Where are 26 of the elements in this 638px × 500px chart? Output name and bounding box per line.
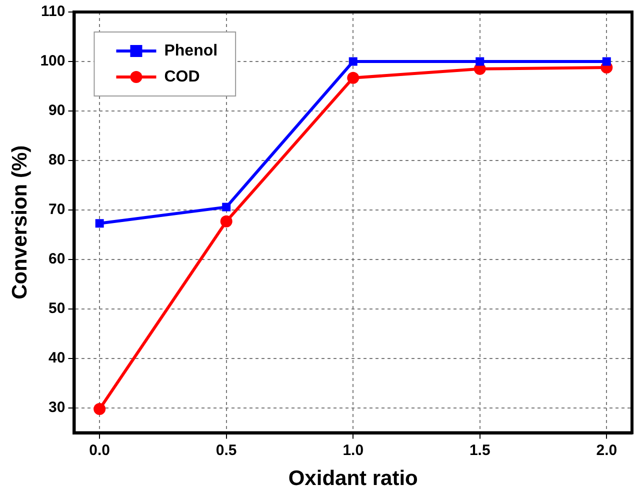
point — [95, 219, 104, 228]
y-tick-label: 60 — [48, 250, 66, 268]
point — [602, 57, 611, 66]
x-tick-label: 1.5 — [469, 442, 490, 459]
y-tick-label: 90 — [48, 102, 66, 120]
point — [476, 57, 484, 66]
y-tick-label: 110 — [41, 3, 66, 20]
point — [94, 403, 106, 416]
x-tick-label: 1.0 — [342, 442, 364, 459]
y-axis-title: Conversion (%) — [8, 145, 32, 300]
y-tick-label: 50 — [48, 300, 66, 318]
y-tick-label: 40 — [48, 350, 66, 367]
y-tick-label: 100 — [40, 52, 66, 70]
y-tick-label: 70 — [48, 201, 66, 218]
x-tick-label: 0.0 — [89, 442, 110, 459]
point — [348, 57, 358, 66]
x-tick-label: 0.5 — [216, 442, 237, 459]
point — [220, 215, 232, 228]
legend-label: Phenol — [164, 42, 218, 60]
x-axis-title: Oxidant ratio — [288, 467, 418, 490]
point — [347, 72, 360, 84]
y-tick-label: 80 — [48, 152, 66, 169]
point — [222, 202, 231, 212]
legend-label: COD — [164, 68, 200, 86]
y-tick-label: 30 — [48, 399, 66, 416]
x-tick-label: 2.0 — [596, 442, 618, 459]
